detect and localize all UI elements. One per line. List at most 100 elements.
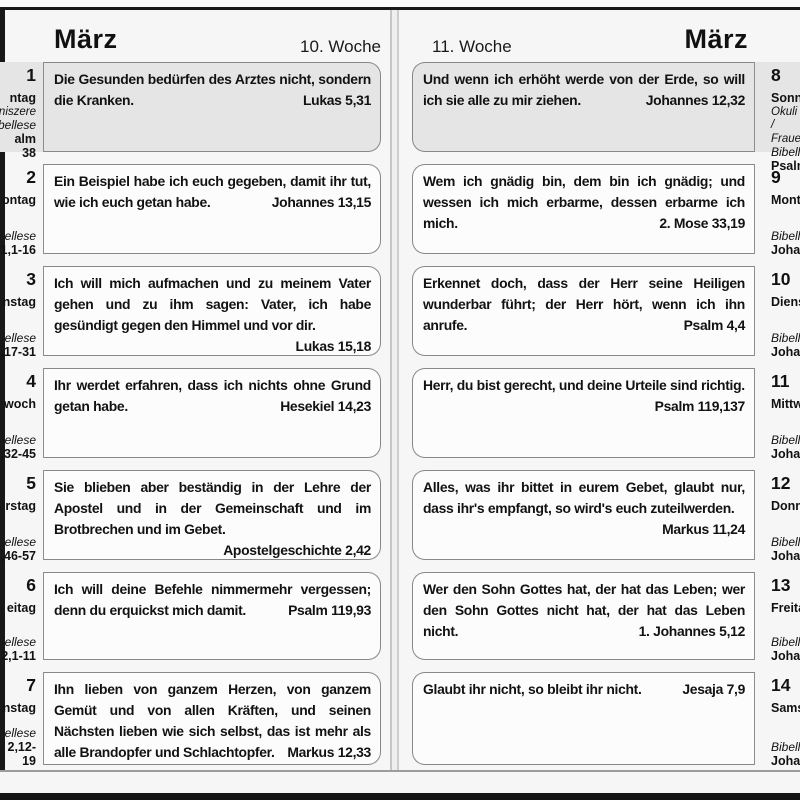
- holiday-name-label: Frauent: [771, 133, 800, 145]
- reading-label: Bibelle: [771, 145, 800, 159]
- verse-ref: Psalm 119,93: [288, 602, 371, 618]
- photo-bottom-edge: [0, 793, 800, 800]
- verse-text: Ich will deine Befehle nimmermehr verges…: [44, 573, 380, 621]
- day-number: 12: [771, 473, 791, 493]
- day-margin: 9 Mont Bibelle Johann: [765, 164, 800, 257]
- day-row-12: Alles, was ihr bittet in eurem Gebet, gl…: [412, 470, 800, 563]
- day-row-11: Herr, du bist gerecht, und deine Urteile…: [412, 368, 800, 461]
- reading-label: ellese: [4, 229, 36, 243]
- day-margin: 10 Diens Bibelle Johann: [765, 266, 800, 359]
- day-name-label: nstag: [2, 295, 36, 309]
- month-title-left: März: [54, 24, 118, 54]
- reading-label: ellese: [4, 433, 36, 447]
- reading-label: Bibelle: [771, 740, 800, 754]
- day-row-4: 4 woch ellese ,32-45 Ihr werdet erfahren…: [0, 368, 381, 461]
- day-margin: 2 ontag ellese 1,1-16: [0, 164, 36, 257]
- reading-label: ellese: [4, 535, 36, 549]
- reading-label: ellese: [4, 726, 36, 740]
- day-row-1: 1 ntag niszere bellese alm 38 Die Gesund…: [0, 62, 381, 160]
- verse-box: Und wenn ich erhöht werde von der Erde, …: [412, 62, 755, 152]
- day-margin: 8 Sonnt Okuli / Frauent Bibelle Psalm: [765, 62, 800, 173]
- day-name-label: Mittw: [771, 397, 800, 411]
- page-left-edge: [0, 7, 5, 772]
- gutter-line-left: [390, 10, 392, 770]
- verse-text: Erkennet doch, dass der Herr seine Heili…: [413, 267, 754, 336]
- day-name-label: Donn: [771, 499, 800, 513]
- day-margin: 6 eitag ellese 2,1-11: [0, 572, 36, 663]
- day-row-9: Wem ich gnädig bin, dem bin ich gnädig; …: [412, 164, 800, 257]
- reading-ref: ,32-45: [0, 447, 36, 461]
- day-row-2: 2 ontag ellese 1,1-16 Ein Beispiel habe …: [0, 164, 381, 257]
- verse-text: Alles, was ihr bittet in eurem Gebet, gl…: [413, 471, 754, 537]
- day-margin: 4 woch ellese ,32-45: [0, 368, 36, 461]
- day-name-label: Sonnt: [771, 91, 800, 105]
- day-name-label: ontag: [1, 193, 36, 207]
- verse-text: Wem ich gnädig bin, dem bin ich gnädig; …: [413, 165, 754, 234]
- verse-text: Und wenn ich erhöht werde von der Erde, …: [413, 63, 754, 111]
- reading-ref: ,46-57: [0, 549, 36, 563]
- day-margin: 7 nstag ellese 2,12-19: [0, 672, 37, 768]
- reading-label: ellese: [4, 331, 36, 345]
- day-row-10: Erkennet doch, dass der Herr seine Heili…: [412, 266, 800, 359]
- day-name-label: ntag: [9, 91, 36, 105]
- verse-text: Ein Beispiel habe ich euch gegeben, dami…: [44, 165, 380, 213]
- page-top-edge: [0, 7, 800, 10]
- sunday-name-label: niszere: [0, 106, 36, 118]
- day-row-13: Wer den Sohn Gottes hat, der hat das Leb…: [412, 572, 800, 663]
- verse-text: Ich will mich aufmachen und zu meinem Va…: [44, 267, 380, 354]
- day-number: 14: [771, 675, 791, 695]
- verse-ref: Johannes 12,32: [645, 92, 746, 108]
- day-number: 8: [771, 65, 781, 85]
- reading-ref: 1,1-16: [0, 243, 36, 257]
- day-name-label: Freita: [771, 601, 800, 615]
- day-row-6: 6 eitag ellese 2,1-11 Ich will deine Bef…: [0, 572, 381, 663]
- verse-text: Wer den Sohn Gottes hat, der hat das Leb…: [413, 573, 754, 642]
- day-name-label: nstag: [2, 701, 36, 715]
- day-name-label: Mont: [771, 193, 800, 207]
- week-label-right: 11. Woche: [432, 37, 512, 56]
- day-number: 4: [26, 371, 36, 391]
- verse-ref: Johannes 13,15: [271, 194, 372, 210]
- page-bottom-rule: [0, 770, 800, 772]
- verse-ref: Psalm 4,4: [683, 317, 746, 333]
- day-number: 13: [771, 575, 791, 595]
- month-title-right: März: [684, 24, 748, 54]
- verse-text: Ihr werdet erfahren, dass ich nichts ohn…: [44, 369, 380, 417]
- verse-ref: Markus 12,33: [287, 744, 371, 760]
- verse-text: Glaubt ihr nicht, so bleibt ihr nicht. J…: [413, 673, 754, 700]
- verse-text: Herr, du bist gerecht, und deine Urteile…: [413, 369, 754, 414]
- verse-box: Ihr werdet erfahren, dass ich nichts ohn…: [43, 368, 381, 458]
- reading-ref: Johann: [771, 345, 800, 359]
- reading-ref: Johann: [771, 447, 800, 461]
- verse-ref: Jesaja 7,9: [682, 681, 745, 697]
- day-name-label: woch: [4, 397, 36, 411]
- photo-top-strip: [0, 0, 800, 7]
- reading-label: Bibelle: [771, 331, 800, 345]
- day-name-label: rstag: [5, 499, 36, 513]
- verse-box: Ihn lieben von ganzem Herzen, von ganzem…: [43, 672, 381, 765]
- verse-box: Die Gesunden bedürfen des Arztes nicht, …: [43, 62, 381, 152]
- day-row-5: 5 rstag ellese ,46-57 Sie blieben aber b…: [0, 470, 381, 563]
- verse-box: Sie blieben aber beständig in der Lehre …: [43, 470, 381, 560]
- reading-ref: Johann: [771, 754, 800, 768]
- gutter-line-right: [397, 10, 399, 770]
- reading-ref: Psalm: [771, 159, 800, 173]
- verse-box: Ein Beispiel habe ich euch gegeben, dami…: [43, 164, 381, 254]
- day-margin: 1 ntag niszere bellese alm 38: [0, 62, 36, 160]
- verse-box: Alles, was ihr bittet in eurem Gebet, gl…: [412, 470, 755, 560]
- day-number: 9: [771, 167, 781, 187]
- verse-ref: Psalm 119,137: [654, 398, 746, 414]
- verse-ref: Hesekiel 14,23: [280, 398, 371, 414]
- reading-ref: 2,12-19: [7, 740, 37, 768]
- verse-box: Herr, du bist gerecht, und deine Urteile…: [412, 368, 755, 458]
- verse-ref: 2. Mose 33,19: [659, 215, 745, 231]
- center-gutter: [390, 10, 399, 770]
- week-label-left: 10. Woche: [300, 37, 381, 56]
- verse-ref: Markus 11,24: [662, 521, 745, 537]
- day-margin: 14 Sams Bibelle Johann: [765, 672, 800, 768]
- sunday-name-label: Okuli /: [771, 106, 798, 131]
- day-number: 1: [26, 65, 36, 85]
- day-number: 6: [26, 575, 36, 595]
- day-margin: 13 Freita Bibelle Johann: [765, 572, 800, 663]
- day-row-8: Und wenn ich erhöht werde von der Erde, …: [412, 62, 800, 173]
